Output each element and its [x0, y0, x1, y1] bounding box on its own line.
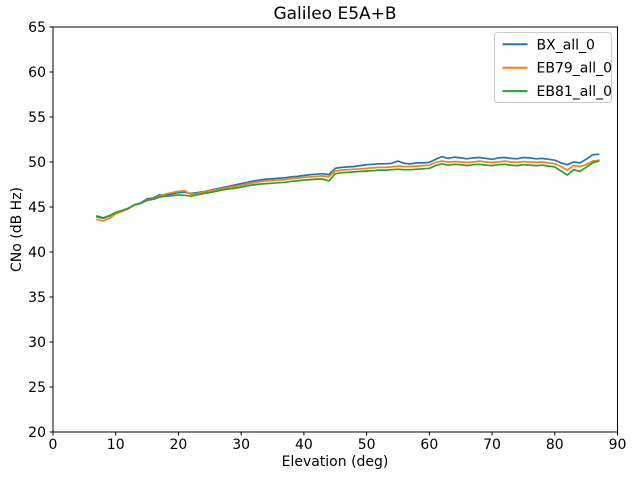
- legend-label: BX_all_0: [537, 37, 595, 53]
- legend-label: EB81_all_0: [537, 84, 613, 100]
- y-tick-label: 55: [28, 110, 46, 126]
- y-tick-label: 65: [28, 20, 46, 36]
- y-tick-label: 20: [28, 425, 46, 441]
- legend-item-EB79_all_0: EB79_all_0: [502, 61, 613, 77]
- y-tick-label: 50: [28, 155, 46, 171]
- plot-area: 0 10 20 30 40 50 60 70 80 90 20 25 30 35 40 45 50 55 60 65: [28, 20, 626, 453]
- y-tick-label: 25: [28, 380, 46, 396]
- x-tick-label: 10: [107, 437, 125, 453]
- axes-spines: [52, 26, 618, 433]
- series-line-EB81_all_0: [96, 160, 600, 219]
- x-tick-label: 0: [49, 437, 58, 453]
- chart-title: Galileo E5A+B: [273, 4, 396, 24]
- y-tick-label: 40: [28, 245, 46, 261]
- x-tick-label: 60: [420, 437, 438, 453]
- x-tick-label: 20: [170, 437, 188, 453]
- legend-box: [494, 32, 612, 103]
- x-tick-label: 80: [546, 437, 564, 453]
- x-tick-label: 30: [232, 437, 250, 453]
- legend-item-EB81_all_0: EB81_all_0: [502, 84, 613, 100]
- x-tick-label: 70: [483, 437, 501, 453]
- series-line-EB79_all_0: [96, 159, 600, 222]
- x-tick-label: 40: [295, 437, 313, 453]
- x-tick-label: 50: [358, 437, 376, 453]
- legend-item-BX_all_0: BX_all_0: [502, 37, 595, 53]
- legend-label: EB79_all_0: [537, 61, 613, 77]
- y-tick-label: 30: [28, 335, 46, 351]
- x-tick-label: 90: [609, 437, 627, 453]
- series-line-BX_all_0: [96, 153, 600, 220]
- legend: BX_all_0 EB79_all_0 EB81_all_0: [494, 32, 613, 103]
- y-tick-label: 45: [28, 200, 46, 216]
- y-tick-label: 60: [28, 65, 46, 81]
- y-tick-label: 35: [28, 290, 46, 306]
- x-axis-label: Elevation (deg): [282, 454, 389, 470]
- y-axis-label: CNo (dB Hz): [9, 187, 25, 272]
